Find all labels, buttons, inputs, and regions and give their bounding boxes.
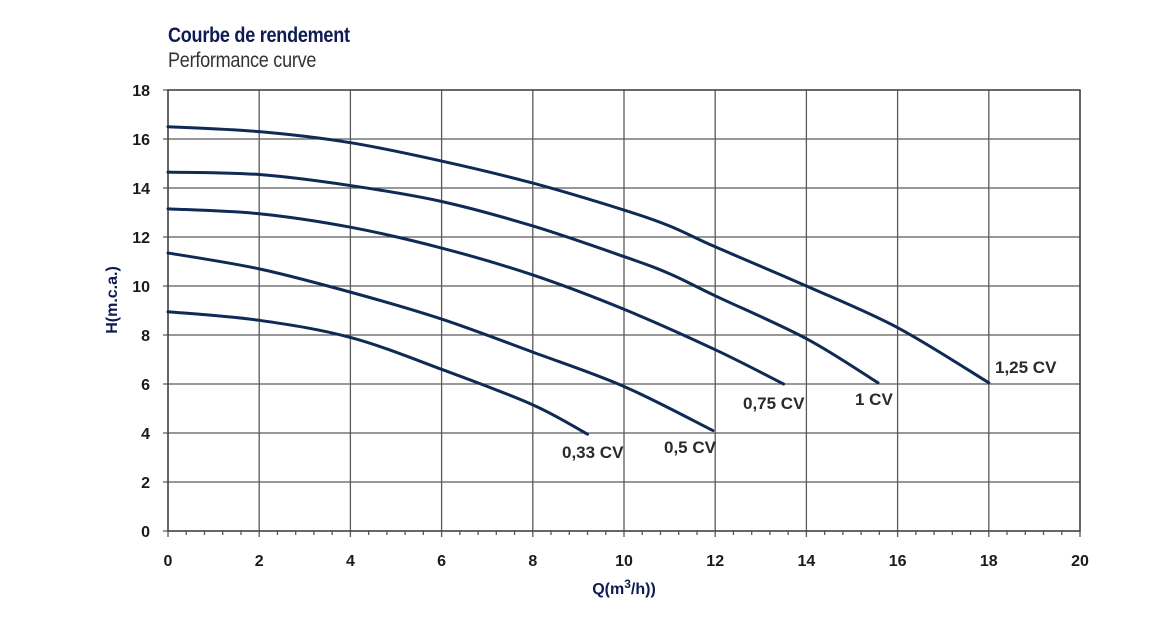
y-tick-label: 4 bbox=[141, 426, 150, 443]
x-tick-label: 12 bbox=[706, 553, 724, 570]
y-tick-label: 8 bbox=[141, 328, 150, 345]
series-labels: 0,33 CV 0,5 CV 0,75 CV 1 CV 1,25 CV bbox=[562, 358, 1057, 462]
x-tick-label: 8 bbox=[528, 553, 537, 570]
y-tick-label: 2 bbox=[141, 475, 150, 492]
axis-ticks: 0 2 4 6 8 10 12 14 16 18 0 2 4 6 8 10 12 14 16 18 20 bbox=[132, 83, 1089, 570]
x-tick-label: 10 bbox=[615, 553, 633, 570]
performance-curve bbox=[166, 170, 880, 385]
chart-subtitle: Performance curve bbox=[168, 49, 317, 72]
performance-curve bbox=[166, 310, 590, 436]
x-axis-label: Q(m3/h)) bbox=[592, 577, 656, 598]
y-tick-label: 0 bbox=[141, 524, 150, 541]
series-label: 0,5 CV bbox=[664, 438, 717, 457]
performance-curve bbox=[166, 251, 715, 433]
y-axis-label: H(m.c.a.) bbox=[104, 266, 121, 334]
series-label: 1,25 CV bbox=[995, 358, 1057, 377]
x-tick-label: 14 bbox=[798, 553, 816, 570]
performance-curve bbox=[166, 207, 786, 386]
curves bbox=[166, 125, 991, 436]
grid bbox=[163, 89, 1081, 537]
x-tick-label: 2 bbox=[255, 553, 264, 570]
x-tick-label: 16 bbox=[889, 553, 907, 570]
x-tick-label: 18 bbox=[980, 553, 998, 570]
series-label: 1 CV bbox=[855, 390, 893, 409]
performance-curve bbox=[166, 125, 991, 385]
y-tick-label: 14 bbox=[132, 181, 150, 198]
y-tick-label: 16 bbox=[132, 132, 150, 149]
series-label: 0,75 CV bbox=[743, 394, 805, 413]
series-label: 0,33 CV bbox=[562, 443, 624, 462]
x-tick-label: 6 bbox=[437, 553, 446, 570]
y-tick-label: 12 bbox=[132, 230, 150, 247]
chart-title: Courbe de rendement bbox=[168, 24, 350, 47]
x-tick-label: 20 bbox=[1071, 553, 1089, 570]
x-tick-label: 0 bbox=[164, 553, 173, 570]
y-tick-label: 6 bbox=[141, 377, 150, 394]
y-tick-label: 10 bbox=[132, 279, 150, 296]
y-tick-label: 18 bbox=[132, 83, 150, 100]
x-tick-label: 4 bbox=[346, 553, 355, 570]
